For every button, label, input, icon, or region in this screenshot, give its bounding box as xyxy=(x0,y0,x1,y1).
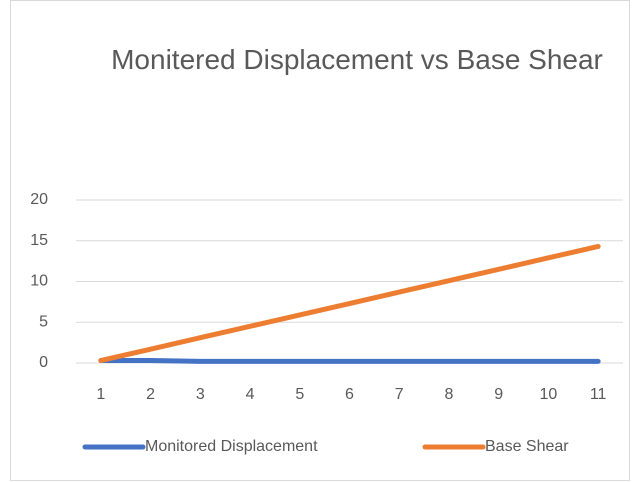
x-tick-label: 5 xyxy=(295,386,304,403)
x-tick-label: 11 xyxy=(590,386,607,403)
y-tick-label: 5 xyxy=(39,313,48,330)
chart-title: Monitered Displacement vs Base Shear xyxy=(111,44,603,75)
x-tick-label: 1 xyxy=(96,386,105,403)
x-tick-label: 7 xyxy=(395,386,404,403)
x-tick-label: 3 xyxy=(196,386,205,403)
y-tick-label: 20 xyxy=(30,191,48,208)
y-tick-label: 0 xyxy=(39,354,48,371)
series-line xyxy=(98,358,601,364)
x-tick-label: 2 xyxy=(146,386,155,403)
x-tick-label: 4 xyxy=(246,386,255,403)
x-tick-label: 9 xyxy=(494,386,503,403)
legend-label: Base Shear xyxy=(485,438,569,455)
x-tick-label: 8 xyxy=(445,386,454,403)
x-tick-label: 10 xyxy=(540,386,558,403)
y-tick-label: 10 xyxy=(30,273,48,290)
y-tick-label: 15 xyxy=(30,232,48,249)
series-line xyxy=(98,243,601,364)
x-tick-label: 6 xyxy=(345,386,354,403)
legend-label: Monitored Displacement xyxy=(145,438,318,455)
